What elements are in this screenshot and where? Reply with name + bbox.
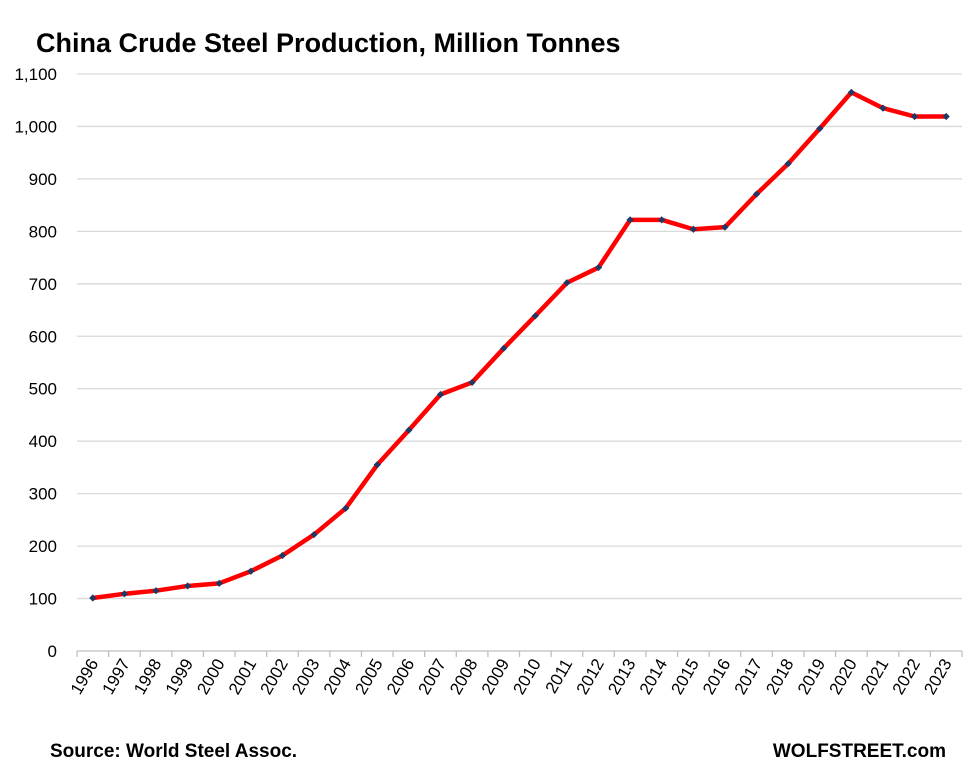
y-tick-label: 0: [48, 642, 57, 661]
x-tick-label: 2018: [762, 656, 797, 698]
data-point-marker: [879, 104, 887, 112]
data-point-marker: [563, 279, 571, 287]
y-tick-label: 800: [29, 222, 57, 241]
y-tick-label: 500: [29, 380, 57, 399]
x-tick-label: 2012: [573, 656, 608, 698]
series-markers: [89, 88, 950, 602]
data-point-marker: [215, 579, 223, 587]
x-tick-label: 2009: [478, 656, 513, 698]
x-tick-label: 2021: [857, 656, 892, 698]
data-point-marker: [626, 216, 634, 224]
data-point-marker: [752, 190, 761, 198]
x-tick-label: 2016: [699, 656, 734, 698]
x-tick-label: 2008: [446, 656, 481, 698]
y-tick-label: 1,100: [14, 65, 57, 84]
data-point-marker: [89, 594, 97, 602]
y-tick-label: 1,000: [14, 117, 57, 136]
data-point-marker: [342, 504, 350, 512]
y-axis-ticks: 0 100 200 300 400 500 600 700 800 900 1,000 1,100: [14, 65, 57, 661]
x-tick-label: 1996: [67, 656, 102, 698]
x-tick-label: 2004: [320, 656, 355, 698]
data-point-marker: [594, 263, 603, 272]
x-tick-label: 2005: [351, 656, 386, 698]
x-tick-label: 2000: [193, 656, 228, 698]
brand-label: WOLFSTREET.com: [773, 741, 946, 762]
x-tick-label: 2003: [288, 656, 323, 698]
x-tick-label: 2022: [889, 656, 924, 698]
data-point-marker: [405, 426, 413, 434]
data-point-marker: [373, 461, 381, 469]
data-point-marker: [847, 88, 855, 96]
data-point-marker: [816, 124, 824, 133]
x-axis-ticks: 1996199719981999200020012002200320042005…: [67, 656, 956, 698]
axes: [76, 650, 963, 657]
x-tick-label: 2011: [542, 656, 577, 697]
data-point-marker: [436, 390, 445, 399]
gridlines: [77, 73, 962, 600]
data-point-marker: [942, 112, 950, 121]
data-point-marker: [184, 582, 192, 590]
x-tick-label: 2006: [383, 656, 418, 698]
source-note: Source: World Steel Assoc.: [50, 741, 297, 762]
y-tick-label: 300: [29, 485, 57, 504]
series-line: [90, 90, 949, 601]
data-point-marker: [689, 225, 697, 233]
x-tick-label: 2020: [825, 656, 860, 698]
y-tick-label: 100: [29, 590, 57, 609]
data-point-marker: [468, 378, 476, 387]
y-tick-label: 600: [29, 327, 57, 346]
data-point-marker: [658, 216, 666, 224]
x-tick-label: 2001: [225, 656, 260, 698]
data-point-marker: [910, 112, 919, 121]
y-tick-label: 900: [29, 170, 57, 189]
data-point-marker: [152, 587, 160, 595]
x-tick-label: 2007: [415, 656, 450, 698]
data-point-marker: [531, 312, 539, 320]
x-tick-label: 2023: [920, 656, 955, 698]
data-point-marker: [120, 590, 129, 598]
x-tick-label: 2002: [257, 656, 292, 698]
series-line-group: [90, 90, 949, 601]
chart-title: China Crude Steel Production, Million To…: [36, 28, 621, 58]
x-tick-label: 2013: [604, 656, 639, 698]
x-tick-label: 2010: [509, 656, 544, 698]
x-tick-label: 2019: [794, 656, 829, 698]
y-tick-label: 400: [29, 432, 57, 451]
x-tick-label: 1999: [162, 656, 197, 698]
data-point-marker: [247, 567, 255, 575]
x-tick-label: 1998: [130, 656, 165, 698]
data-point-marker: [310, 530, 318, 539]
data-point-marker: [278, 551, 287, 560]
x-tick-label: 2015: [667, 656, 702, 698]
x-tick-label: 2014: [636, 656, 671, 698]
x-tick-label: 1997: [99, 656, 134, 698]
data-point-marker: [784, 160, 792, 168]
y-tick-label: 700: [29, 275, 57, 294]
data-point-marker: [721, 223, 729, 231]
y-tick-label: 200: [29, 537, 57, 556]
x-tick-label: 2017: [731, 656, 766, 698]
data-point-marker: [500, 344, 508, 352]
